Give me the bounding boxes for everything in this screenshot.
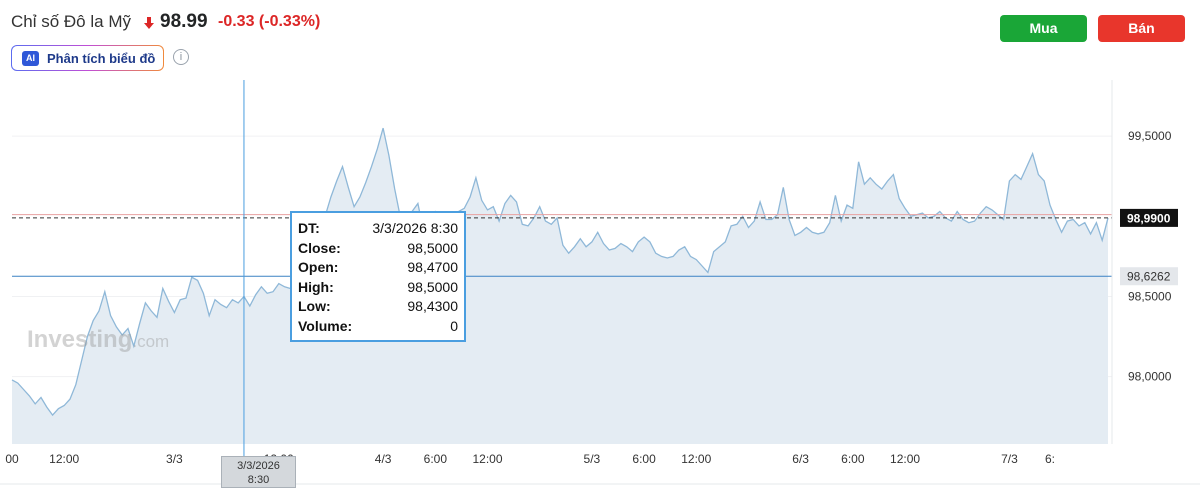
x-tick-label: 3/3 <box>166 452 183 466</box>
marker-price-box <box>1120 267 1178 286</box>
watermark-brand: Investing <box>27 326 133 353</box>
price-chart[interactable]: 99,5000 98,5000 98,0000 98,9900 98,6262 00 12:… <box>0 80 1200 490</box>
tooltip-value: 98,4300 <box>407 298 458 315</box>
watermark-suffix: .com <box>132 332 170 351</box>
data-tooltip: DT: 3/3/2026 8:30 Close: 98,5000 Open: 98,4… <box>290 211 466 342</box>
sell-button[interactable]: Bán <box>1098 15 1185 42</box>
tooltip-value: 98,5000 <box>407 278 458 295</box>
investing-watermark: Investing.com <box>27 326 169 354</box>
tooltip-row-dt: DT: 3/3/2026 8:30 <box>298 219 458 239</box>
x-tick-label: 7/3 <box>1001 452 1018 466</box>
tooltip-value: 0 <box>450 317 458 334</box>
x-tick-label: 5/3 <box>584 452 601 466</box>
x-tick-label: 4/3 <box>375 452 392 466</box>
y-tick-label: 98,0000 <box>1128 370 1172 384</box>
price-area <box>12 128 1108 444</box>
x-tick-label: 12:00 <box>49 452 79 466</box>
chart-header: Chỉ số Đô la Mỹ 98.99 -0.33 (-0.33%) AI … <box>0 0 1200 80</box>
ai-chart-analysis-button[interactable]: AI Phân tích biểu đồ <box>11 45 164 71</box>
x-tick-label: 6: <box>1045 452 1055 466</box>
x-tick-label: 6:00 <box>632 452 656 466</box>
info-icon[interactable]: i <box>173 49 189 65</box>
tooltip-row-high: High: 98,5000 <box>298 278 458 298</box>
marker-price-label: 98,6262 <box>1127 270 1171 284</box>
tooltip-label: Close: <box>298 239 341 256</box>
change-percent: (-0.33%) <box>258 13 321 30</box>
tooltip-label: Open: <box>298 259 339 276</box>
down-arrow-icon <box>144 17 154 29</box>
x-tick-label: 12:00 <box>681 452 711 466</box>
price-change: -0.33 (-0.33%) <box>218 13 320 31</box>
y-tick-label: 99,5000 <box>1128 129 1172 143</box>
tooltip-value: 98,5000 <box>407 239 458 256</box>
tooltip-label: Low: <box>298 298 331 315</box>
tooltip-row-low: Low: 98,4300 <box>298 297 458 317</box>
y-tick-label: 98,5000 <box>1128 289 1172 303</box>
last-price-label: 98,9900 <box>1127 211 1171 225</box>
tooltip-row-close: Close: 98,5000 <box>298 239 458 259</box>
x-tick-label: 6:00 <box>424 452 448 466</box>
tooltip-row-volume: Volume: 0 <box>298 317 458 337</box>
tooltip-label: DT: <box>298 220 320 236</box>
last-price: 98.99 <box>160 11 208 32</box>
last-price-box <box>1120 208 1178 227</box>
x-tick-label: 12:00 <box>890 452 920 466</box>
crosshair-date: 3/3/2026 <box>237 460 280 472</box>
crosshair-time-label: 3/3/2026 8:30 <box>221 456 296 488</box>
tooltip-row-open: Open: 98,4700 <box>298 258 458 278</box>
tooltip-label: Volume: <box>298 317 353 334</box>
x-tick-label: 6/3 <box>792 452 809 466</box>
ai-button-label: Phân tích biểu đồ <box>47 51 156 66</box>
change-value: -0.33 <box>218 13 255 30</box>
instrument-title: Chỉ số Đô la Mỹ <box>11 12 131 31</box>
x-tick-label: 00 <box>5 452 19 466</box>
x-tick-label: 6:00 <box>841 452 865 466</box>
buy-button[interactable]: Mua <box>1000 15 1087 42</box>
x-tick-label: 12:00 <box>472 452 502 466</box>
tooltip-value: 3/3/2026 8:30 <box>372 220 458 236</box>
price-line <box>11 127 1109 417</box>
tooltip-value: 98,4700 <box>407 259 458 276</box>
ai-icon: AI <box>22 51 39 66</box>
tooltip-label: High: <box>298 278 334 295</box>
crosshair-time: 8:30 <box>247 474 270 486</box>
